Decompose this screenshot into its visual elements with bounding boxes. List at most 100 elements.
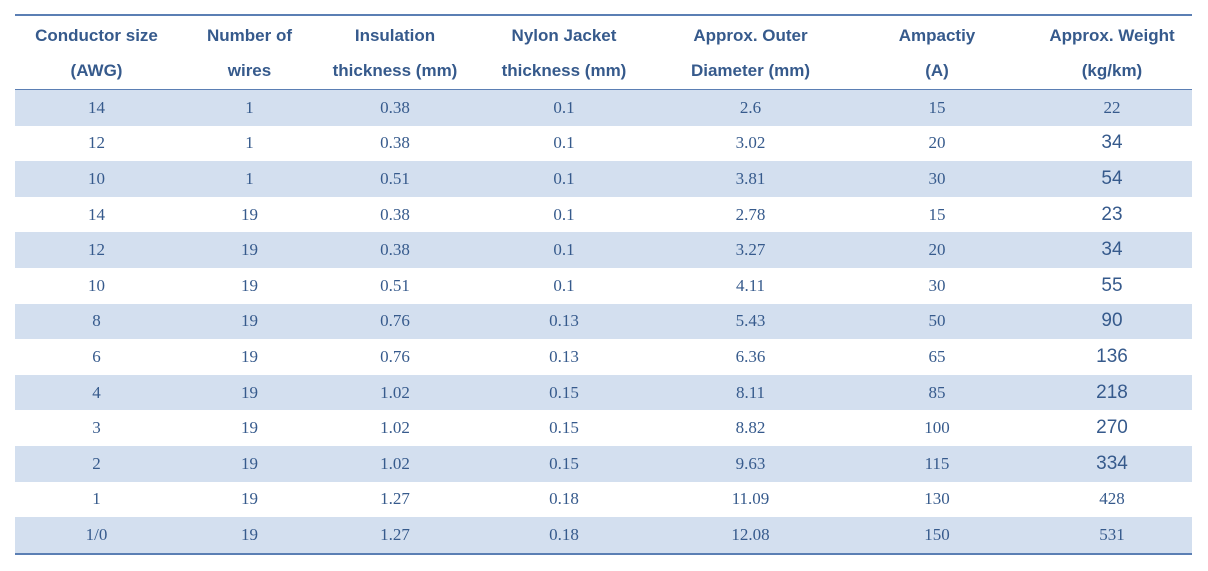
table-row: 10 19 0.51 0.1 4.11 30 55 <box>15 268 1192 304</box>
table-row: 10 1 0.51 0.1 3.81 30 54 <box>15 161 1192 197</box>
header-line: Approx. Outer <box>693 25 808 45</box>
cell-number-of-wires: 1 <box>178 89 321 126</box>
table-row: 6 19 0.76 0.13 6.36 65 136 <box>15 339 1192 375</box>
cell-conductor-size: 6 <box>92 346 101 366</box>
header-line: wires <box>227 60 272 80</box>
table-body: 14 1 0.38 0.1 2.6 15 22 12 1 0.38 0.1 3.02 20 34 10 1 0.… <box>15 89 1192 554</box>
table-row: 14 19 0.38 0.1 2.78 15 23 <box>15 197 1192 233</box>
header-nylon-jacket-thickness: Nylon Jacket thickness (mm) <box>469 15 659 90</box>
header-line: thickness (mm) <box>332 60 458 80</box>
cell-insulation-thickness: 1.27 <box>380 489 410 509</box>
header-conductor-size: Conductor size (AWG) <box>15 15 178 90</box>
cell-nylon-jacket-thickness: 0.18 <box>469 517 659 554</box>
cell-number-of-wires: 19 <box>178 445 321 482</box>
cell-outer-diameter: 3.81 <box>659 161 842 197</box>
cell-weight: 34 <box>1032 232 1192 268</box>
cell-conductor-size: 14 <box>88 204 105 224</box>
cell-nylon-jacket-thickness: 0.13 <box>549 346 579 366</box>
table-row: 1 19 1.27 0.18 11.09 130 428 <box>15 482 1192 518</box>
cell-ampacity: 30 <box>842 161 1032 197</box>
cell-number-of-wires: 19 <box>178 303 321 340</box>
header-outer-diameter: Approx. Outer Diameter (mm) <box>659 15 842 90</box>
cell-outer-diameter: 8.11 <box>659 374 842 411</box>
wire-spec-table-container: Conductor size (AWG) Number of wires Ins… <box>15 14 1192 555</box>
header-line: Nylon Jacket <box>511 25 617 45</box>
cell-insulation-thickness: 0.38 <box>380 204 410 224</box>
cell-outer-diameter: 8.82 <box>735 418 766 438</box>
cell-nylon-jacket-thickness: 0.1 <box>469 89 659 126</box>
cell-number-of-wires: 1 <box>178 161 321 197</box>
cell-conductor-size: 14 <box>15 89 178 126</box>
cell-outer-diameter: 5.43 <box>659 303 842 340</box>
cell-conductor-size: 1/0 <box>15 517 178 554</box>
cell-weight: 55 <box>1101 274 1123 296</box>
cell-insulation-thickness: 0.38 <box>321 89 469 126</box>
header-line: Approx. Weight <box>1049 25 1175 45</box>
cell-insulation-thickness: 1.02 <box>321 445 469 482</box>
cell-conductor-size: 1 <box>92 489 101 509</box>
cell-ampacity: 115 <box>842 445 1032 482</box>
cell-conductor-size: 8 <box>15 303 178 340</box>
cell-nylon-jacket-thickness: 0.15 <box>469 374 659 411</box>
cell-outer-diameter: 6.36 <box>735 346 766 366</box>
cell-outer-diameter: 9.63 <box>659 445 842 482</box>
header-line: Diameter (mm) <box>690 60 811 80</box>
header-insulation-thickness: Insulation thickness (mm) <box>321 15 469 90</box>
header-weight: Approx. Weight (kg/km) <box>1032 15 1192 90</box>
cell-number-of-wires: 19 <box>241 418 258 438</box>
cell-weight: 23 <box>1101 203 1123 225</box>
header-row: Conductor size (AWG) Number of wires Ins… <box>15 15 1192 90</box>
cell-number-of-wires: 1 <box>245 133 254 153</box>
cell-conductor-size: 10 <box>88 275 105 295</box>
cell-outer-diameter: 12.08 <box>659 517 842 554</box>
header-line: (kg/km) <box>1081 60 1143 80</box>
cell-number-of-wires: 19 <box>241 489 258 509</box>
cell-outer-diameter: 3.27 <box>659 232 842 268</box>
cell-outer-diameter: 4.11 <box>735 275 766 295</box>
cell-ampacity: 65 <box>928 346 946 366</box>
table-row: 8 19 0.76 0.13 5.43 50 90 <box>15 303 1192 340</box>
cell-insulation-thickness: 1.27 <box>321 517 469 554</box>
cell-weight: 531 <box>1032 517 1192 554</box>
cell-insulation-thickness: 0.51 <box>380 275 410 295</box>
cell-number-of-wires: 19 <box>241 204 258 224</box>
cell-nylon-jacket-thickness: 0.18 <box>549 489 579 509</box>
cell-weight: 136 <box>1096 345 1128 367</box>
cell-weight: 22 <box>1032 89 1192 126</box>
cell-weight: 270 <box>1096 417 1128 439</box>
header-line: thickness (mm) <box>501 60 627 80</box>
table-header: Conductor size (AWG) Number of wires Ins… <box>15 15 1192 90</box>
cell-ampacity: 20 <box>842 232 1032 268</box>
cell-insulation-thickness: 1.02 <box>321 374 469 411</box>
table-row: 4 19 1.02 0.15 8.11 85 218 <box>15 374 1192 411</box>
cell-ampacity: 50 <box>842 303 1032 340</box>
cell-number-of-wires: 19 <box>178 517 321 554</box>
cell-number-of-wires: 19 <box>241 346 258 366</box>
cell-insulation-thickness: 0.76 <box>380 346 410 366</box>
cell-number-of-wires: 19 <box>178 374 321 411</box>
cell-outer-diameter: 11.09 <box>731 489 770 509</box>
cell-ampacity: 15 <box>928 204 946 224</box>
header-line: (AWG) <box>70 60 123 80</box>
cell-nylon-jacket-thickness: 0.1 <box>553 133 575 153</box>
table-row: 12 19 0.38 0.1 3.27 20 34 <box>15 232 1192 268</box>
cell-nylon-jacket-thickness: 0.1 <box>553 275 575 295</box>
cell-number-of-wires: 19 <box>178 232 321 268</box>
cell-ampacity: 20 <box>928 133 946 153</box>
cell-ampacity: 150 <box>842 517 1032 554</box>
cell-weight: 34 <box>1101 132 1123 154</box>
cell-weight: 90 <box>1032 303 1192 340</box>
cell-nylon-jacket-thickness: 0.15 <box>469 445 659 482</box>
table-row: 1/0 19 1.27 0.18 12.08 150 531 <box>15 517 1192 554</box>
cell-conductor-size: 3 <box>92 418 101 438</box>
cell-outer-diameter: 2.6 <box>659 89 842 126</box>
cell-weight: 428 <box>1099 489 1125 509</box>
cell-number-of-wires: 19 <box>241 275 258 295</box>
cell-weight: 334 <box>1032 445 1192 482</box>
header-line: Ampactiy <box>898 25 976 45</box>
header-line: Conductor size <box>35 25 158 45</box>
wire-spec-table: Conductor size (AWG) Number of wires Ins… <box>15 14 1192 555</box>
cell-ampacity: 30 <box>928 275 946 295</box>
header-ampacity: Ampactiy (A) <box>842 15 1032 90</box>
cell-insulation-thickness: 0.38 <box>321 232 469 268</box>
